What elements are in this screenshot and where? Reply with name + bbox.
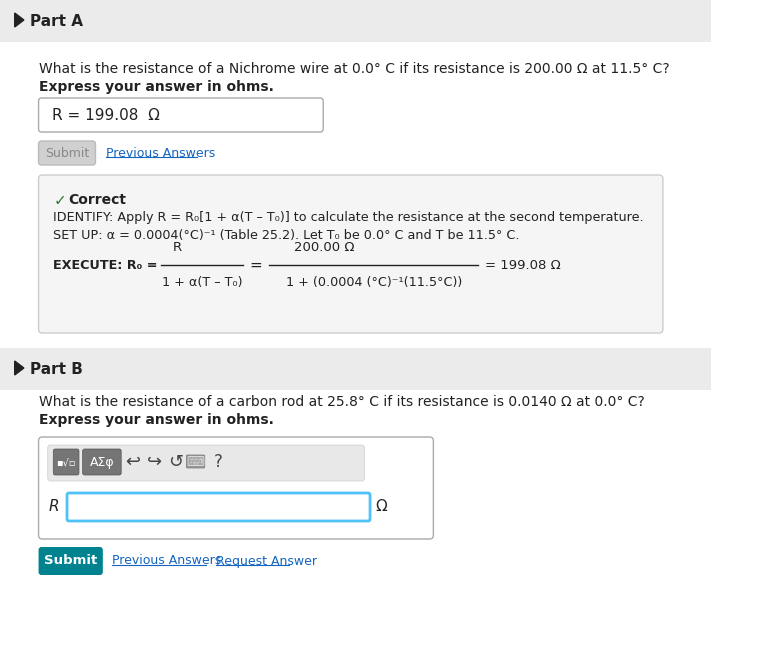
Text: ↪: ↪: [147, 453, 162, 471]
Text: ?: ?: [214, 453, 223, 471]
FancyBboxPatch shape: [39, 547, 103, 575]
Text: = 199.08 Ω: = 199.08 Ω: [485, 259, 560, 271]
FancyBboxPatch shape: [67, 493, 370, 521]
Text: IDENTIFY: Apply R = R₀[1 + α(T – T₀)] to calculate the resistance at the second : IDENTIFY: Apply R = R₀[1 + α(T – T₀)] to…: [53, 211, 644, 224]
Text: What is the resistance of a Nichrome wire at 0.0° C if its resistance is 200.00 : What is the resistance of a Nichrome wir…: [39, 62, 670, 76]
FancyBboxPatch shape: [39, 98, 324, 132]
Text: ↺: ↺: [168, 453, 183, 471]
Text: Express your answer in ohms.: Express your answer in ohms.: [39, 413, 273, 427]
Text: 1 + (0.0004 (°C)⁻¹(11.5°C)): 1 + (0.0004 (°C)⁻¹(11.5°C)): [286, 276, 462, 289]
Text: Previous Answers: Previous Answers: [105, 147, 215, 159]
FancyBboxPatch shape: [53, 449, 79, 475]
Text: R: R: [173, 241, 182, 254]
FancyBboxPatch shape: [83, 449, 122, 475]
Text: Request Answer: Request Answer: [216, 555, 317, 567]
FancyBboxPatch shape: [48, 445, 365, 481]
Text: ΑΣφ: ΑΣφ: [90, 456, 115, 468]
Text: EXECUTE: R₀ =: EXECUTE: R₀ =: [53, 259, 158, 271]
Text: Express your answer in ohms.: Express your answer in ohms.: [39, 80, 273, 94]
Text: ⌨: ⌨: [187, 456, 204, 468]
Text: Part A: Part A: [30, 13, 84, 29]
Bar: [0, 0, 711, 42]
Text: ↩: ↩: [125, 453, 141, 471]
FancyBboxPatch shape: [39, 141, 95, 165]
FancyBboxPatch shape: [39, 175, 663, 333]
Text: What is the resistance of a carbon rod at 25.8° C if its resistance is 0.0140 Ω : What is the resistance of a carbon rod a…: [39, 395, 644, 409]
Text: R = 199.08  Ω: R = 199.08 Ω: [53, 107, 160, 123]
Text: Submit: Submit: [44, 555, 98, 567]
Text: Part B: Part B: [30, 362, 83, 377]
Text: Ω: Ω: [375, 498, 387, 513]
Text: SET UP: α = 0.0004(°C)⁻¹ (Table 25.2). Let T₀ be 0.0° C and T be 11.5° C.: SET UP: α = 0.0004(°C)⁻¹ (Table 25.2). L…: [53, 229, 520, 242]
Text: ▪√▫: ▪√▫: [57, 457, 76, 467]
Polygon shape: [15, 361, 24, 375]
FancyBboxPatch shape: [39, 437, 433, 539]
Bar: [0, 348, 711, 390]
Text: Correct: Correct: [68, 193, 126, 207]
Text: 200.00 Ω: 200.00 Ω: [294, 241, 354, 254]
Text: 1 + α(T – T₀): 1 + α(T – T₀): [162, 276, 242, 289]
Text: ✓: ✓: [53, 193, 66, 208]
FancyBboxPatch shape: [187, 455, 205, 468]
Polygon shape: [15, 13, 24, 27]
Text: Submit: Submit: [45, 147, 89, 159]
Text: Previous Answers: Previous Answers: [112, 555, 221, 567]
Text: =: =: [250, 257, 262, 273]
Text: R =: R =: [49, 498, 77, 513]
